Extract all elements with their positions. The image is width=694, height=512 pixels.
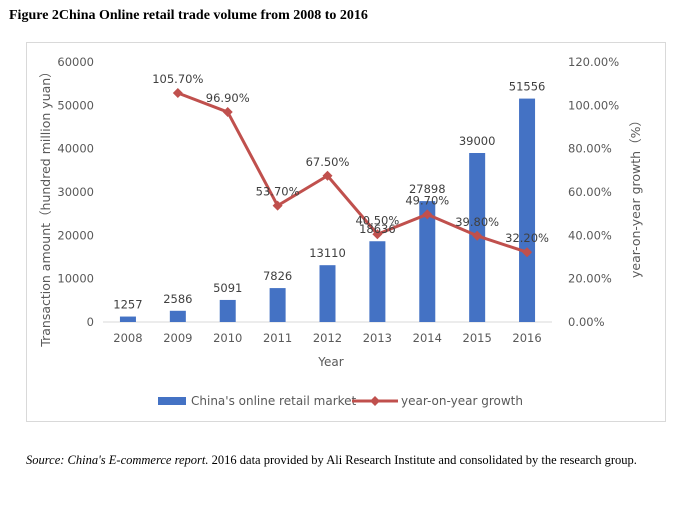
bar-2014 [419,201,436,322]
bar-2016 [519,98,536,322]
line-data-label: 53.70% [256,185,300,199]
chart-axes: 0 10000 20000 30000 40000 50000 60000 0.00% 20.0… [38,55,643,369]
y2-tick-label: 100.00% [568,98,619,112]
bar-data-label: 7826 [263,269,292,283]
growth-point-2012 [322,170,333,181]
legend: China's online retail market year-on-year… [158,394,523,408]
y2-tick-label: 80.00% [568,142,612,156]
x-tick-label: 2016 [512,331,541,345]
line-data-label: 96.90% [206,91,250,105]
legend-label-bar: China's online retail market [191,394,357,408]
x-tick-label: 2011 [263,331,292,345]
bar-data-label: 18636 [359,222,396,236]
x-tick-label: 2010 [213,331,242,345]
x-tick-label: 2008 [113,331,142,345]
chart: 0 10000 20000 30000 40000 50000 60000 0.00% 20.0… [38,55,643,408]
source-note: Source: China's E-commerce report. 2016 … [26,452,676,468]
line-series [172,87,533,258]
line-data-label: 39.80% [455,215,499,229]
growth-point-2015 [472,230,483,241]
data-labels: 1257 2586 5091 7826 13110 18636 27898 39000 5155… [113,72,549,312]
y-tick-label: 20000 [57,228,94,242]
growth-point-2016 [522,247,533,258]
line-data-label: 49.70% [405,193,449,207]
y-tick-label: 30000 [57,185,94,199]
growth-point-2014 [422,209,433,220]
bar-data-label: 5091 [213,281,242,295]
x-tick-label: 2013 [363,331,392,345]
y2-tick-label: 0.00% [568,315,605,329]
line-data-label: 32.20% [505,231,549,245]
growth-point-2011 [272,200,283,211]
bar-2011 [269,288,286,322]
growth-line [177,91,528,254]
y-axis-title: Transaction amount（hundred million yuan） [38,65,53,347]
bar-data-label: 2586 [163,292,192,306]
x-axis-title: Year [317,355,343,369]
legend-label-line: year-on-year growth [401,394,523,408]
growth-point-2010 [222,107,233,118]
y2-tick-label: 40.00% [568,228,612,242]
x-tick-label: 2015 [463,331,492,345]
y-tick-label: 40000 [57,142,94,156]
bar-data-label: 51556 [509,80,546,94]
line-data-label: 105.70% [152,72,203,86]
y-tick-label: 10000 [57,272,94,286]
source-label: Source: [26,453,65,467]
bar-data-label: 27898 [409,182,446,196]
y2-tick-label: 60.00% [568,185,612,199]
bar-series [119,98,536,322]
bar-2013 [369,241,386,322]
legend-swatch-marker [370,396,380,406]
y-tick-label: 0 [87,315,94,329]
bar-2008 [119,316,136,322]
source-publication: China's E-commerce report. [67,453,209,467]
y-tick-label: 50000 [57,98,94,112]
x-tick-label: 2009 [163,331,192,345]
x-tick-label: 2012 [313,331,342,345]
y2-tick-label: 20.00% [568,272,612,286]
bar-data-label: 39000 [459,134,496,148]
growth-point-2009 [172,87,183,98]
line-data-label: 67.50% [306,155,350,169]
y2-tick-label: 120.00% [568,55,619,69]
growth-point-2013 [372,229,383,240]
bar-data-label: 1257 [113,298,142,312]
bar-2012 [319,265,336,322]
y-tick-label: 60000 [57,55,94,69]
y2-axis-title: year-on-year growth（%） [628,114,643,278]
bar-2009 [169,310,186,322]
bar-data-label: 13110 [309,246,346,260]
legend-swatch-bar [158,397,186,405]
x-tick-label: 2014 [413,331,442,345]
source-text: 2016 data provided by Ali Research Insti… [211,453,637,467]
line-data-label: 40.50% [355,213,399,227]
figure-title: Figure 2China Online retail trade volume… [9,8,368,23]
chart-frame [26,42,666,422]
bar-2010 [219,299,236,322]
